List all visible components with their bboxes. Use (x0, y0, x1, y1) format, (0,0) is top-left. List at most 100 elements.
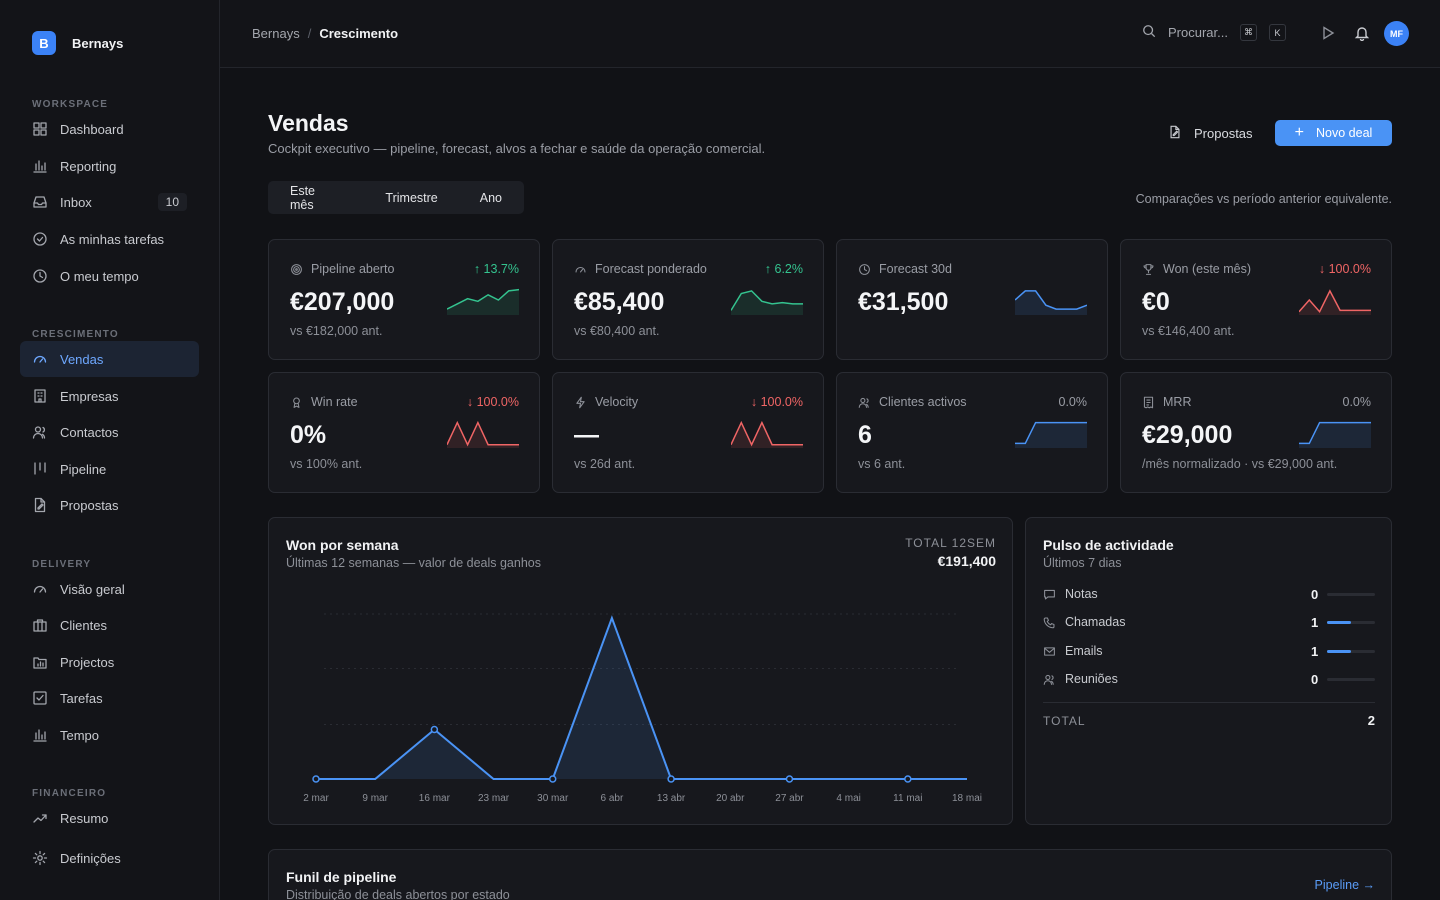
kpi-delta: ↓ 100.0% (750, 395, 803, 409)
kpi-delta: 0.0% (1058, 395, 1088, 409)
funnel-title: Funil de pipeline (286, 869, 397, 885)
sidebar-item-dashboard[interactable]: Dashboard (20, 111, 199, 147)
kpi-label: Clientes activos (858, 395, 967, 409)
receipt-icon (1142, 396, 1163, 409)
kpi-card[interactable]: Forecast ponderado ↑ 6.2% €85,400 vs €80,40… (552, 239, 824, 360)
sidebar-item-visao-geral[interactable]: Visão geral (20, 571, 199, 607)
sidebar-item-resumo[interactable]: Resumo (20, 800, 199, 836)
won-data-point[interactable] (548, 775, 557, 783)
page-subtitle: Cockpit executivo — pipeline, forecast, … (268, 141, 766, 156)
won-data-point[interactable] (430, 725, 439, 734)
won-data-point[interactable] (785, 775, 794, 783)
kpi-card[interactable]: Velocity ↓ 100.0% — vs 26d ant. (552, 372, 824, 493)
pulse-total-label: TOTAL (1043, 714, 1086, 728)
kpi-label-text: Won (este mês) (1163, 262, 1251, 276)
topbar: Bernays / Crescimento Procurar... ⌘ K MF (220, 0, 1440, 68)
kpi-card[interactable]: Pipeline aberto ↑ 13.7% €207,000 vs €182,00… (268, 239, 540, 360)
pulse-bar-track (1327, 678, 1375, 681)
pulse-bar-track (1327, 621, 1375, 624)
trophy-icon (1142, 263, 1163, 276)
x-tick-label: 6 abr (601, 793, 624, 804)
shortcut-key-cmd: ⌘ (1239, 24, 1257, 41)
kpi-label-text: Forecast 30d (879, 262, 952, 276)
sidebar-item-as-minhas-tarefas[interactable]: As minhas tarefas (20, 221, 199, 257)
bell-icon[interactable] (1354, 25, 1370, 42)
sidebar-item-contactos[interactable]: Contactos (20, 414, 199, 450)
sidebar-item-pipeline[interactable]: Pipeline (20, 451, 199, 487)
sidebar-item-label: Visão geral (60, 581, 125, 597)
tab-quarter[interactable]: Trimestre (385, 190, 438, 205)
proposals-button[interactable]: Propostas (1164, 121, 1257, 146)
won-per-week-panel: Won por semana Últimas 12 semanas — valo… (268, 517, 1013, 825)
kpi-label-text: Win rate (311, 395, 358, 409)
won-data-point[interactable] (667, 775, 675, 783)
kpi-value: 6 (858, 421, 872, 449)
sidebar-item-tarefas[interactable]: Tarefas (20, 680, 199, 716)
breadcrumb: Bernays / Crescimento (252, 26, 398, 41)
clock-icon (32, 268, 48, 284)
sidebar-section-label: FINANCEIRO (32, 788, 107, 799)
new-deal-button[interactable]: + Novo deal (1275, 120, 1392, 146)
won-total-label: TOTAL 12SEM (905, 536, 996, 550)
sidebar-item-projectos[interactable]: Projectos (20, 644, 199, 680)
tab-this-month[interactable]: Este mês (290, 183, 316, 212)
sidebar-item-inbox[interactable]: Inbox 10 (20, 184, 199, 220)
won-data-point[interactable] (904, 775, 912, 783)
user-avatar[interactable]: MF (1384, 21, 1409, 46)
sidebar-item-vendas[interactable]: Vendas (20, 341, 199, 377)
sparkline-area (1299, 290, 1371, 315)
kpi-card[interactable]: Win rate ↓ 100.0% 0% vs 100% ant. (268, 372, 540, 493)
kpi-card[interactable]: Forecast 30d €31,500 (836, 239, 1108, 360)
kpi-delta: ↓ 100.0% (466, 395, 519, 409)
pulse-count: 0 (1311, 671, 1319, 687)
sidebar-item-propostas[interactable]: Propostas (20, 487, 199, 523)
pulse-row: Emails 1 (1043, 641, 1375, 661)
sidebar-item-o-meu-tempo[interactable]: O meu tempo (20, 258, 199, 294)
sparkline-line (1299, 421, 1371, 445)
won-data-point[interactable] (312, 775, 320, 783)
sidebar-item-tempo[interactable]: Tempo (20, 717, 199, 753)
sidebar: B Bernays WORKSPACE Dashboard Reporting Inb… (0, 0, 220, 900)
kpi-value: 0% (290, 421, 327, 449)
pulse-count: 1 (1311, 643, 1319, 659)
kpi-card[interactable]: MRR 0.0% €29,000/mês normalizado · vs €29,… (1120, 372, 1392, 493)
kpi-delta: ↑ 6.2% (764, 262, 803, 276)
sidebar-item-label: As minhas tarefas (60, 231, 165, 247)
pulse-row: Notas 0 (1043, 584, 1375, 604)
sidebar-item-definicoes[interactable]: Definições (20, 840, 199, 876)
kpi-value: €207,000 (290, 288, 395, 316)
kpi-card[interactable]: Won (este mês) ↓ 100.0% €0 vs €146,400 ant. (1120, 239, 1392, 360)
won-chart: 2 mar 9 mar 16 mar 23 mar 30 mar 6 abr 13 abr 2… (303, 613, 982, 804)
sidebar-item-clientes[interactable]: Clientes (20, 607, 199, 643)
pipeline-link[interactable]: Pipeline → (1314, 878, 1375, 892)
play-icon[interactable] (1320, 25, 1336, 41)
sparkline-area (1015, 422, 1087, 448)
kpi-card[interactable]: Clientes activos 0.0% 6 vs 6 ant. (836, 372, 1108, 493)
search-trigger[interactable]: Procurar... ⌘ K (1142, 24, 1286, 41)
x-tick-label: 9 mar (362, 793, 388, 804)
page-title: Vendas (268, 110, 349, 136)
pulse-title: Pulso de actividade (1043, 537, 1174, 553)
won-series-line (316, 615, 967, 780)
kpi-delta: ↑ 13.7% (473, 262, 519, 276)
kpi-sparkline (447, 288, 519, 315)
phone-icon (1043, 616, 1065, 629)
breadcrumb-root[interactable]: Bernays (252, 26, 300, 41)
sidebar-item-reporting[interactable]: Reporting (20, 148, 199, 184)
tab-year[interactable]: Ano (479, 190, 502, 205)
sidebar-item-label: Pipeline (60, 461, 107, 477)
sidebar-item-label: Propostas (60, 497, 119, 513)
bar-chart-icon (32, 727, 48, 743)
x-tick-label: 27 abr (775, 793, 804, 804)
brand[interactable]: B Bernays (32, 31, 123, 55)
sidebar-item-label: Definições (60, 850, 121, 866)
inbox-icon (32, 194, 48, 210)
sparkline-area (1015, 290, 1087, 315)
sidebar-item-empresas[interactable]: Empresas (20, 378, 199, 414)
pulse-total-value: 2 (1367, 713, 1375, 728)
won-total-value: €191,400 (937, 553, 996, 569)
gauge-icon (32, 351, 48, 367)
kpi-value: €0 (1142, 288, 1170, 316)
pulse-label: Reuniões (1065, 672, 1118, 686)
brand-name: Bernays (72, 35, 124, 51)
